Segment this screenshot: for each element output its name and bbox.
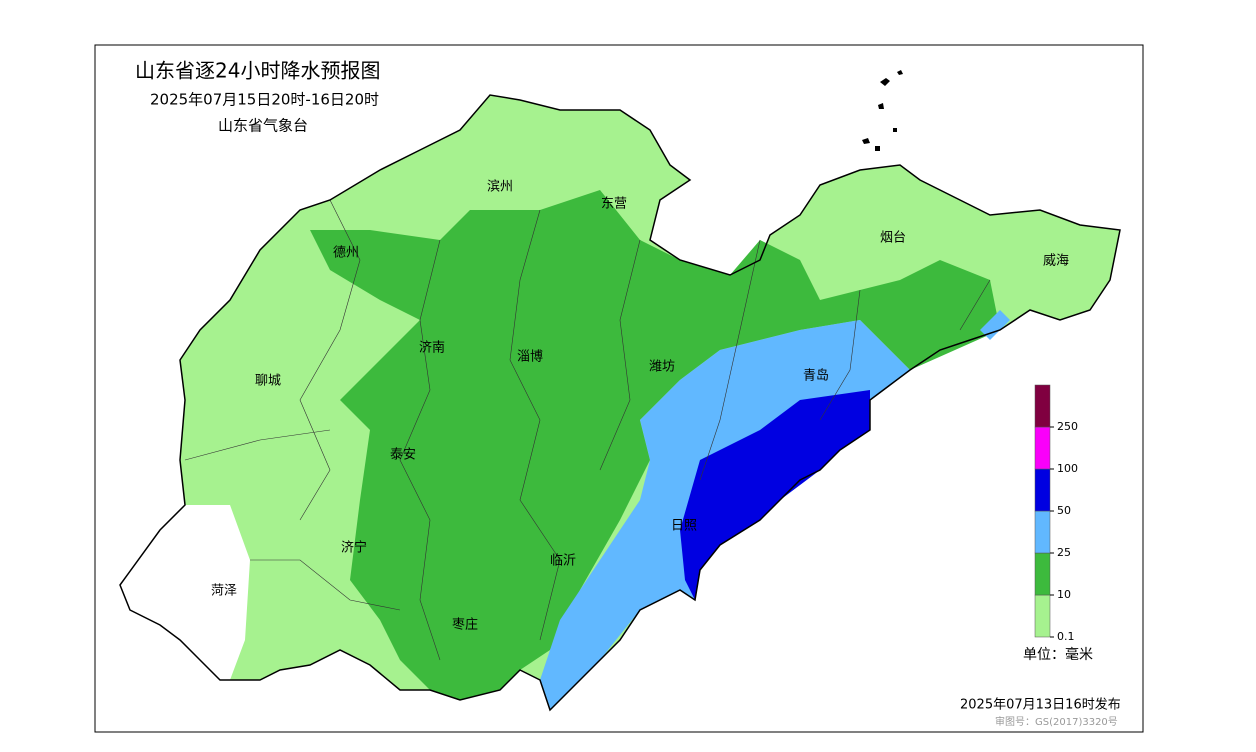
city-label: 日照 <box>671 519 697 534</box>
legend-swatch <box>1034 510 1051 554</box>
city-label: 聊城 <box>255 374 281 389</box>
city-label: 烟台 <box>880 231 906 246</box>
province-outline <box>119 94 1121 712</box>
no-rain-area <box>120 505 250 680</box>
legend-tick-label: 10 <box>1057 588 1071 601</box>
legend-swatch <box>1034 384 1051 428</box>
precip-area <box>310 190 1000 700</box>
period: 2025年07月15日20时-16日20时 <box>150 91 379 109</box>
approval: 审图号：GS(2017)3320号 <box>995 715 1118 728</box>
city-label: 东营 <box>601 197 627 212</box>
precip-area <box>540 310 1010 710</box>
city-label: 临沂 <box>550 554 576 569</box>
city-label: 济宁 <box>341 540 367 556</box>
legend-swatch <box>1034 426 1051 470</box>
city-label: 德州 <box>333 246 359 261</box>
precip-area <box>680 390 870 600</box>
legend-tick-label: 250 <box>1057 420 1078 433</box>
city-label: 济南 <box>419 340 445 356</box>
precip-regions <box>120 95 1120 710</box>
legend-tick-label: 50 <box>1057 504 1071 517</box>
legend: 0.1 10 25 50 100 250 <box>1034 384 1078 643</box>
district-lines <box>184 199 991 661</box>
city-label: 菏泽 <box>211 584 237 599</box>
city-label: 滨州 <box>487 179 513 195</box>
city-label: 潍坊 <box>649 360 675 375</box>
city-label: 枣庄 <box>452 617 478 633</box>
legend-swatch <box>1034 468 1051 512</box>
unit: 单位：毫米 <box>1023 646 1093 663</box>
legend-tick-label: 100 <box>1057 462 1078 475</box>
city-label: 泰安 <box>390 448 416 463</box>
legend-tick-label: 25 <box>1057 546 1071 559</box>
borders <box>119 70 1121 712</box>
legend-swatch <box>1034 594 1051 638</box>
agency: 山东省气象台 <box>218 117 308 135</box>
islands <box>862 70 903 151</box>
city-label: 威海 <box>1043 254 1069 269</box>
city-label: 青岛 <box>803 368 829 384</box>
city-label: 淄博 <box>517 350 543 365</box>
legend-swatch <box>1034 552 1051 596</box>
legend-tick-label: 0.1 <box>1057 630 1075 643</box>
issued: 2025年07月13日16时发布 <box>960 697 1121 713</box>
title: 山东省逐24小时降水预报图 <box>135 59 380 83</box>
